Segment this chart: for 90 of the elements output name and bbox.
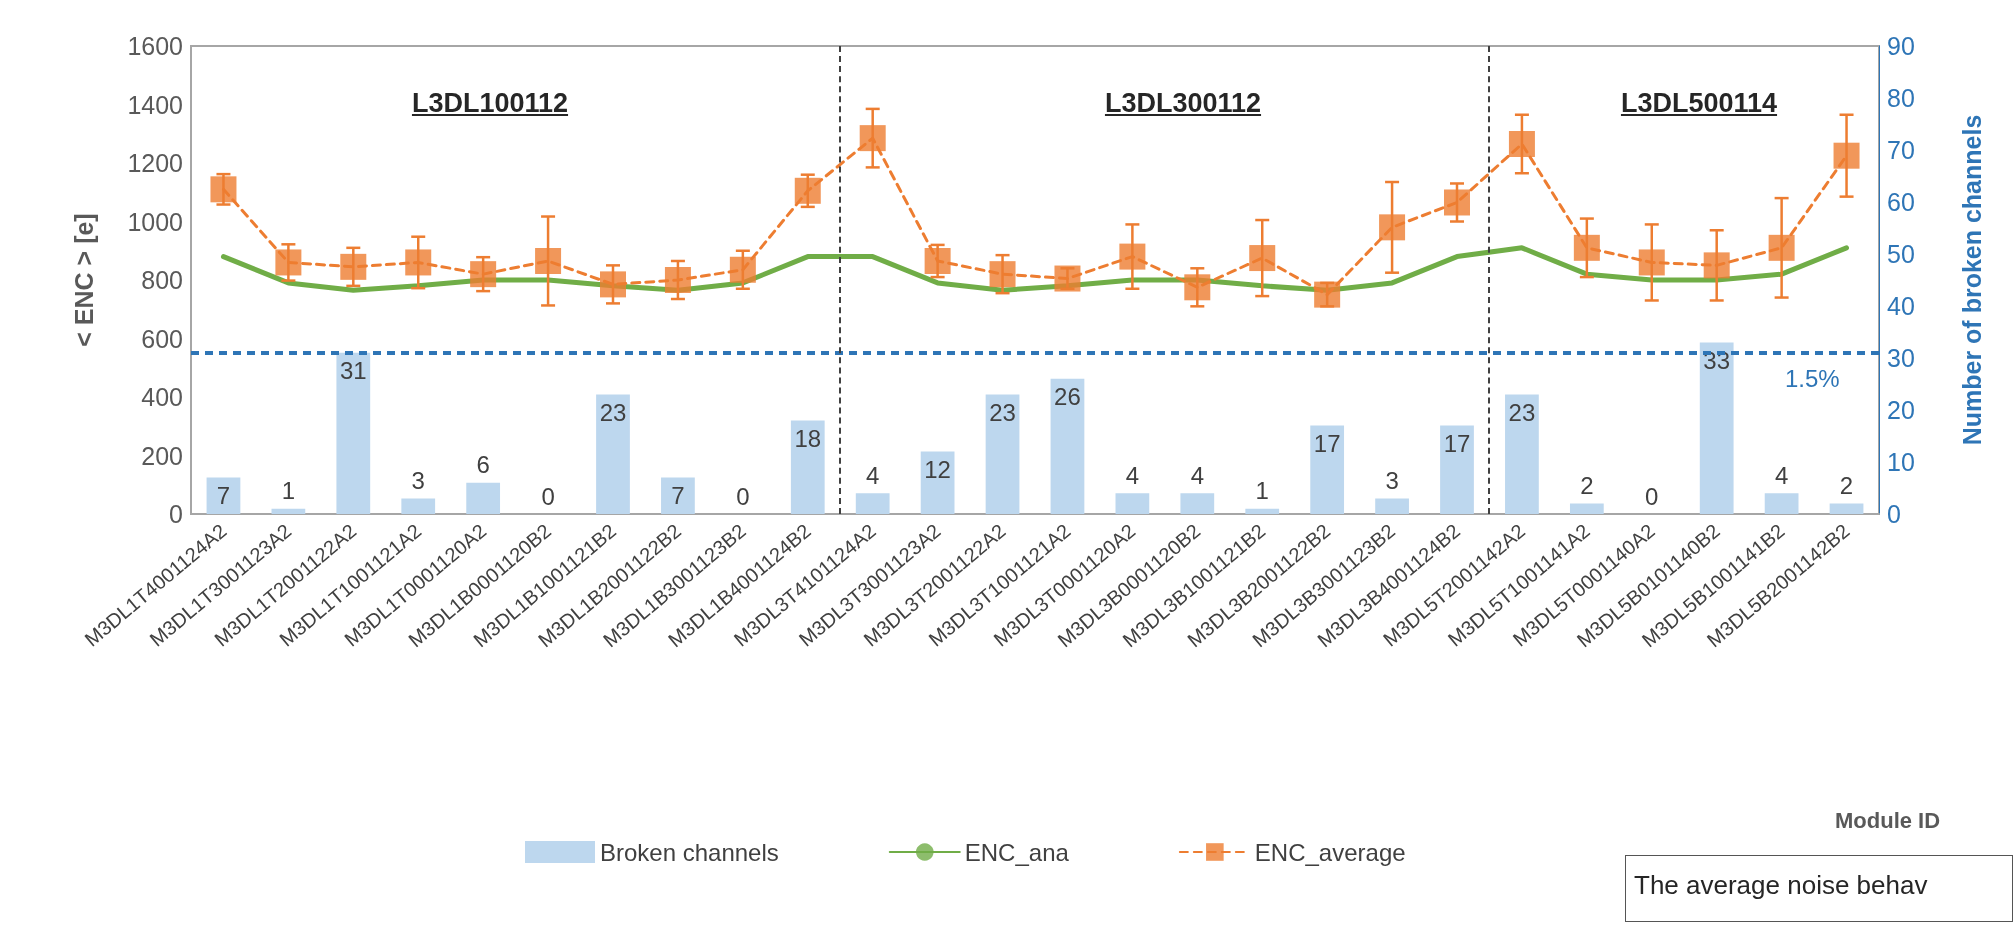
y2-axis-title: Number of broken channels <box>1957 114 1986 446</box>
data-label: 4 <box>866 461 880 489</box>
data-label: 31 <box>339 357 367 385</box>
bar <box>790 420 825 514</box>
y2-tick-label: 0 <box>1887 500 1901 528</box>
point <box>405 249 432 276</box>
point <box>794 177 821 204</box>
legend-label: ENC_average <box>1254 838 1406 866</box>
data-label: 1 <box>281 477 296 505</box>
bar <box>1699 342 1734 514</box>
bar <box>466 482 501 514</box>
bar <box>1764 493 1799 514</box>
bar <box>1569 503 1604 514</box>
data-label: 2 <box>1839 472 1854 500</box>
point <box>470 261 497 288</box>
point <box>1444 189 1470 216</box>
data-label: 0 <box>541 482 555 510</box>
data-label: 23 <box>989 398 1016 426</box>
data-label: 3 <box>411 466 425 494</box>
bar <box>1050 378 1085 514</box>
y2-tick-label: 70 <box>1887 136 1915 164</box>
bar <box>1245 508 1280 514</box>
text: The average noise behav <box>1625 855 2013 922</box>
data-label: 23 <box>1508 398 1536 426</box>
y-tick-label: 1400 <box>127 90 183 119</box>
data-label: 12 <box>924 456 951 484</box>
y2-tick-label: 60 <box>1887 188 1915 216</box>
bar <box>1440 425 1474 514</box>
point <box>729 256 756 283</box>
point <box>1638 249 1665 276</box>
point <box>600 271 626 298</box>
text: Module ID <box>1835 808 1941 834</box>
data-label: 7 <box>671 482 685 510</box>
point <box>1573 234 1600 261</box>
y2-tick-label: 10 <box>1887 448 1915 476</box>
legend-label: ENC_ana <box>964 838 1070 866</box>
y2-tick-label: 30 <box>1887 344 1915 372</box>
legend-label: Broken channels <box>600 838 779 866</box>
y-tick-label: 0 <box>169 500 183 528</box>
bar <box>271 508 306 514</box>
point <box>1508 130 1535 157</box>
bar <box>336 352 371 514</box>
data-label: 0 <box>1645 482 1659 510</box>
y2-tick-label: 80 <box>1887 84 1915 112</box>
bar <box>1310 425 1345 514</box>
annotation: L3DL500114 <box>1620 88 1778 119</box>
point <box>535 247 562 274</box>
data-label: 0 <box>736 482 750 510</box>
y2-tick-label: 40 <box>1887 292 1915 320</box>
bar <box>1115 493 1150 514</box>
data-label: 17 <box>1443 430 1471 458</box>
data-label: 3 <box>1385 466 1399 494</box>
bar <box>1180 493 1215 514</box>
y-tick-label: 1200 <box>127 149 183 177</box>
y-tick-label: 1000 <box>127 207 183 236</box>
y-tick-label: 800 <box>141 266 183 294</box>
data-label: 4 <box>1774 461 1789 489</box>
bar <box>206 477 241 514</box>
point <box>1249 245 1276 272</box>
annotation: L3DL300112 <box>1104 88 1262 119</box>
y-tick-label: 1600 <box>127 32 183 60</box>
data-label: 17 <box>1313 430 1341 458</box>
data-label: 26 <box>1054 383 1081 411</box>
y-tick-label: 400 <box>141 383 183 411</box>
annotation: L3DL100112 <box>411 88 569 119</box>
y-tick-label: 200 <box>141 441 183 470</box>
point <box>664 267 691 293</box>
point <box>1379 214 1406 241</box>
annotation: 1.5% <box>1785 365 1840 393</box>
data-label: 1 <box>1255 477 1269 505</box>
data-label: 23 <box>599 398 627 426</box>
bar <box>596 394 630 514</box>
bar <box>985 394 1020 514</box>
data-label: 4 <box>1125 461 1140 489</box>
y-axis-title: < ENC > [e] <box>69 213 98 347</box>
y2-tick-label: 20 <box>1887 396 1915 424</box>
bar <box>1829 503 1864 514</box>
data-label: 18 <box>794 424 822 452</box>
y-tick-label: 600 <box>141 324 183 353</box>
bar <box>661 477 695 514</box>
data-label: 6 <box>476 451 490 479</box>
bar <box>1505 394 1539 514</box>
y2-tick-label: 50 <box>1887 240 1915 268</box>
bar <box>401 498 436 514</box>
data-label: 2 <box>1580 472 1594 500</box>
bar <box>1375 498 1409 514</box>
data-label: 7 <box>216 482 231 510</box>
bar <box>855 493 890 514</box>
y2-tick-label: 90 <box>1887 32 1915 60</box>
data-label: 4 <box>1190 461 1204 489</box>
